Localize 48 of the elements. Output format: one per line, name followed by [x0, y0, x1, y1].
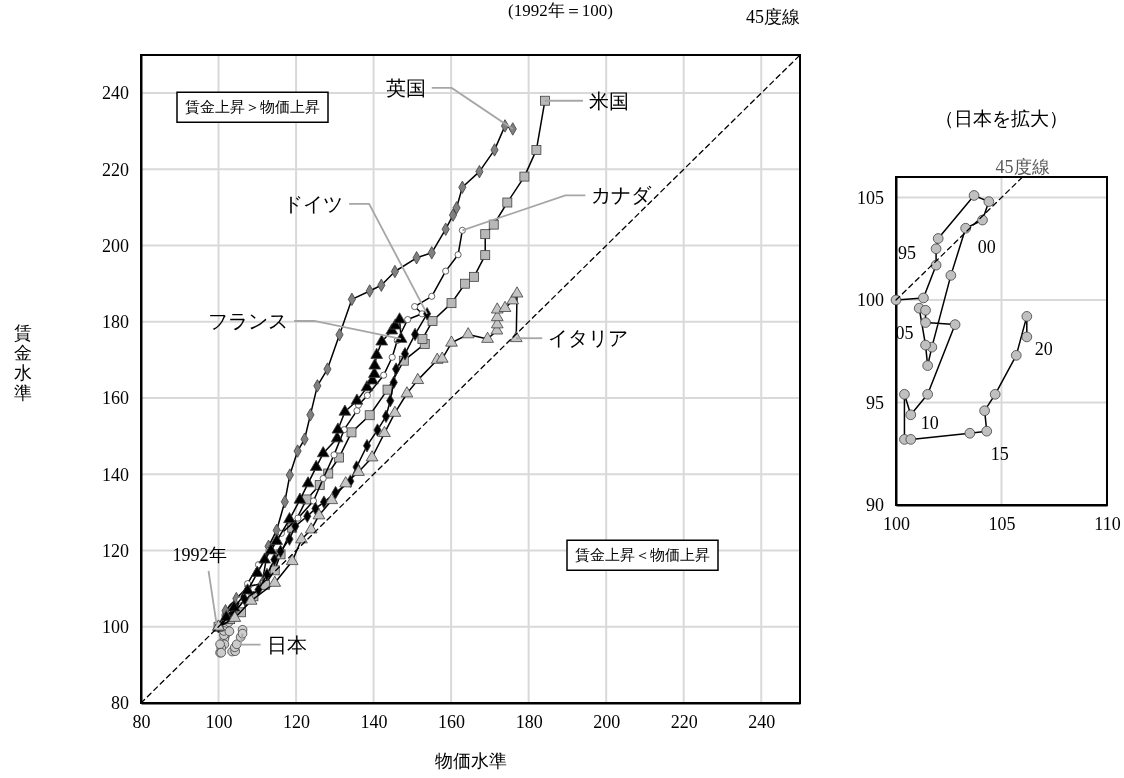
y-tick-label: 140 [102, 464, 129, 485]
chart-title: （日本を拡大） [935, 107, 1068, 129]
y-tick-label: 160 [102, 388, 129, 409]
y-axis-title: 賃金水準 [14, 323, 32, 403]
series-label: 米国 [588, 89, 629, 112]
y-tick-label: 105 [857, 187, 884, 208]
annotation: 45度線 [995, 157, 1050, 178]
y-tick-label: 100 [102, 617, 129, 638]
series-label: 日本 [266, 633, 307, 656]
text: 英国 [385, 76, 426, 99]
x-tick-label: 120 [283, 711, 311, 732]
x-tick-label: 105 [988, 513, 1016, 534]
y-tick-label: 95 [866, 392, 884, 413]
x-tick-label: 200 [593, 711, 621, 732]
x-tick-label: 80 [132, 711, 151, 732]
annotation: 賃金上昇＜物価上昇 [575, 547, 710, 564]
annotation: 00 [977, 236, 996, 257]
y-tick-label: 100 [857, 290, 884, 311]
y-tick-label: 200 [102, 235, 129, 256]
annotation: 15 [990, 443, 1009, 464]
y-tick-label: 90 [866, 495, 884, 516]
annotation: 10 [920, 413, 939, 434]
y-tick-label: 120 [102, 540, 129, 561]
y-tick-label: 180 [102, 312, 129, 333]
x-tick-label: 220 [670, 711, 698, 732]
y-tick-label: 80 [111, 693, 129, 714]
chart-subtitle: (1992年＝100) [508, 1, 613, 20]
note-box: 賃金上昇＞物価上昇 [176, 91, 329, 123]
annotation: 1992年 [172, 545, 227, 566]
series-label: イタリア [548, 327, 629, 350]
x-tick-label: 180 [515, 711, 543, 732]
y-tick-label: 240 [102, 83, 129, 104]
x-axis-title: 物価水準 [434, 751, 507, 771]
text: ドイツ [283, 192, 344, 215]
annotation: 賃金上昇＞物価上昇 [185, 99, 320, 116]
x-tick-label: 140 [360, 711, 388, 732]
y-tick-label: 220 [102, 159, 129, 180]
annotation: 20 [1034, 339, 1053, 360]
text: カナダ [591, 184, 653, 207]
text: フランス [208, 309, 289, 332]
note-box: 賃金上昇＜物価上昇 [566, 539, 719, 571]
x-tick-label: 110 [1094, 513, 1121, 534]
annotation: 95 [898, 243, 917, 264]
x-tick-label: 160 [438, 711, 466, 732]
x-tick-label: 100 [205, 711, 233, 732]
annotation: 45度線 [746, 7, 800, 28]
x-tick-label: 100 [883, 513, 910, 534]
x-tick-label: 240 [748, 711, 776, 732]
